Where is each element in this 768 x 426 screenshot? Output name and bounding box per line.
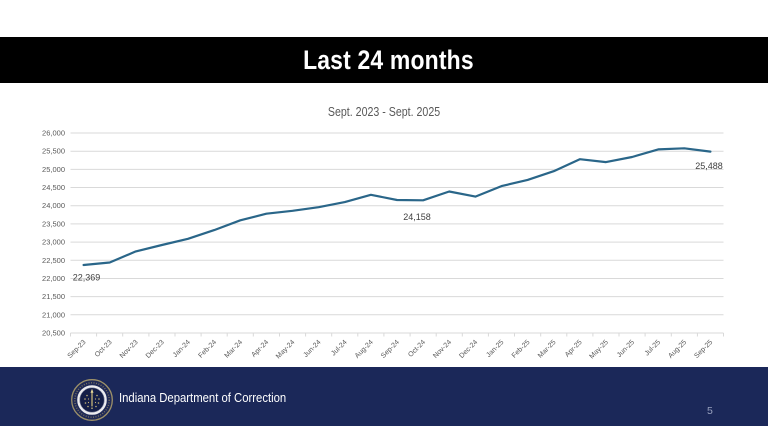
- svg-text:Nov-24: Nov-24: [432, 339, 453, 360]
- svg-text:Jan-24: Jan-24: [172, 339, 192, 359]
- svg-text:Dec-24: Dec-24: [458, 339, 479, 360]
- svg-text:Apr-25: Apr-25: [564, 339, 584, 359]
- svg-text:Aug-24: Aug-24: [354, 339, 375, 360]
- svg-text:Jun-25: Jun-25: [616, 339, 636, 359]
- svg-text:May-25: May-25: [588, 339, 610, 361]
- svg-text:21,000: 21,000: [42, 310, 65, 319]
- svg-text:Apr-24: Apr-24: [251, 339, 271, 359]
- svg-text:Jun-24: Jun-24: [302, 339, 322, 359]
- svg-text:May-24: May-24: [275, 339, 297, 361]
- svg-text:Sep-25: Sep-25: [693, 339, 714, 360]
- svg-text:Sep-23: Sep-23: [67, 339, 88, 360]
- svg-text:25,488: 25,488: [695, 161, 723, 171]
- svg-text:Jan-25: Jan-25: [485, 339, 505, 359]
- svg-text:Aug-25: Aug-25: [667, 339, 688, 360]
- svg-text:20,500: 20,500: [42, 329, 65, 338]
- svg-text:25,000: 25,000: [42, 165, 65, 174]
- svg-text:Nov-23: Nov-23: [119, 339, 140, 360]
- svg-text:22,000: 22,000: [42, 274, 65, 283]
- svg-text:Dec-23: Dec-23: [145, 339, 166, 360]
- svg-text:Mar-24: Mar-24: [224, 339, 245, 360]
- svg-text:24,158: 24,158: [403, 212, 431, 222]
- svg-text:22,500: 22,500: [42, 256, 65, 265]
- svg-text:Jul-24: Jul-24: [330, 339, 349, 358]
- svg-text:26,000: 26,000: [42, 129, 65, 138]
- svg-text:24,500: 24,500: [42, 183, 65, 192]
- svg-text:22,369: 22,369: [73, 273, 101, 283]
- svg-text:Sep-24: Sep-24: [380, 339, 401, 360]
- svg-text:21,500: 21,500: [42, 292, 65, 301]
- svg-text:Feb-24: Feb-24: [197, 339, 218, 360]
- svg-text:Oct-23: Oct-23: [94, 339, 114, 359]
- svg-text:23,000: 23,000: [42, 238, 65, 247]
- svg-text:Jul-25: Jul-25: [644, 339, 663, 358]
- svg-text:Mar-25: Mar-25: [537, 339, 558, 360]
- svg-text:24,000: 24,000: [42, 201, 65, 210]
- svg-text:Oct-24: Oct-24: [407, 339, 427, 359]
- svg-text:23,500: 23,500: [42, 219, 65, 228]
- svg-text:Feb-25: Feb-25: [511, 339, 532, 360]
- svg-text:25,500: 25,500: [42, 147, 65, 156]
